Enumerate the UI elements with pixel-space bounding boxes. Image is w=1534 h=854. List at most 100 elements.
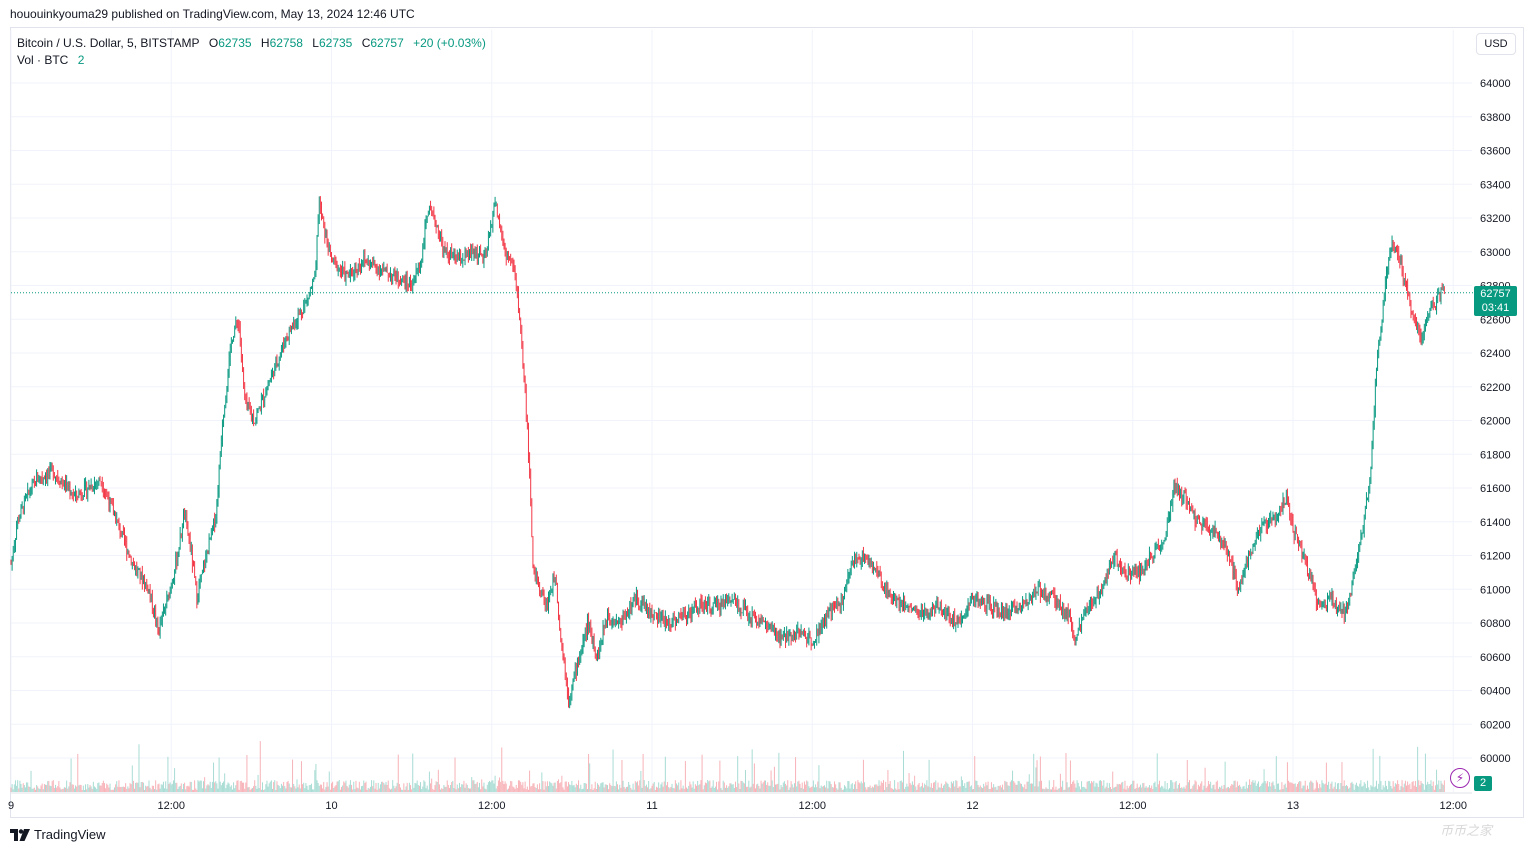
volume-bar: [556, 781, 558, 792]
volume-bar: [1262, 782, 1264, 792]
volume-bar: [795, 757, 797, 792]
volume-bar: [397, 754, 399, 792]
volume-bar: [322, 788, 324, 792]
volume-bar: [1236, 781, 1238, 792]
volume-bar: [235, 785, 237, 792]
volume-bar: [862, 759, 864, 792]
candles: [10, 196, 1445, 709]
volume-bar: [208, 785, 210, 792]
volume-bar: [1314, 788, 1316, 792]
volume-bar: [543, 789, 545, 792]
volume-bar: [975, 780, 977, 792]
volume-bar: [1217, 788, 1219, 792]
bolt-icon[interactable]: ⚡: [1450, 768, 1470, 788]
volume-bar: [408, 782, 410, 792]
volume-bar: [1350, 782, 1352, 792]
volume-bar: [1008, 785, 1010, 792]
high-value: 62758: [269, 36, 303, 50]
volume-bar: [401, 789, 403, 792]
volume-bar: [305, 783, 307, 792]
volume-bar: [1157, 784, 1159, 792]
volume-bar: [416, 780, 418, 792]
volume-bar: [171, 783, 173, 792]
volume-bar: [1163, 788, 1165, 792]
volume-bar: [1223, 784, 1225, 792]
volume-bar: [953, 781, 955, 792]
volume-bar: [1027, 781, 1029, 792]
volume-bar: [161, 784, 163, 792]
volume-bar: [1292, 783, 1294, 792]
volume-bar: [685, 787, 687, 792]
volume-bar: [1326, 784, 1328, 792]
volume-bar: [1215, 781, 1217, 792]
volume-bar: [430, 783, 432, 792]
volume-bar: [887, 770, 889, 792]
volume-bar: [425, 788, 427, 792]
volume-bar: [109, 783, 111, 792]
volume-bar: [1274, 788, 1276, 792]
volume-bar: [1126, 785, 1128, 792]
volume-bar: [1374, 786, 1376, 792]
volume-bar: [1181, 787, 1183, 792]
volume-bar: [681, 788, 683, 792]
volume-bar: [1266, 781, 1268, 792]
volume-bar: [1174, 782, 1176, 792]
volume-bar: [619, 784, 621, 792]
volume-bar: [33, 787, 35, 792]
volume-bar: [1186, 759, 1188, 792]
volume-bar: [1176, 788, 1178, 792]
volume-bar: [349, 780, 351, 792]
volume-bar: [1113, 787, 1115, 792]
volume-bar: [138, 744, 140, 792]
volume-bar: [1071, 784, 1073, 792]
volume-bar: [226, 784, 228, 792]
volume-bar: [1132, 780, 1134, 792]
volume-bar: [463, 780, 465, 792]
publish-info: hououinkyouma29 published on TradingView…: [10, 7, 415, 21]
volume-bar: [203, 781, 205, 792]
volume-bar: [182, 783, 184, 792]
volume-bar: [1127, 788, 1129, 792]
volume-bar: [837, 789, 839, 792]
volume-bar: [718, 781, 720, 792]
volume-bar: [12, 789, 14, 792]
volume-bar: [1428, 784, 1430, 792]
volume-bar: [1165, 789, 1167, 792]
volume-bar: [945, 781, 947, 792]
volume-bar: [1283, 784, 1285, 792]
volume-bar: [620, 787, 622, 792]
volume-bar: [139, 787, 141, 792]
volume-bar: [1024, 784, 1026, 792]
volume-bar: [1221, 785, 1223, 792]
volume-bar: [831, 786, 833, 792]
volume-label[interactable]: Vol · BTC: [17, 53, 69, 67]
volume-bar: [1354, 784, 1356, 792]
volume-bar: [796, 786, 798, 792]
volume-bar: [1039, 756, 1041, 792]
currency-button[interactable]: USD: [1476, 33, 1516, 55]
volume-bar: [388, 788, 390, 792]
volume-bar: [1150, 787, 1152, 792]
volume-bar: [195, 788, 197, 792]
volume-bar: [825, 787, 827, 792]
volume-bar: [1231, 784, 1233, 792]
symbol-label[interactable]: Bitcoin / U.S. Dollar, 5, BITSTAMP: [17, 36, 200, 50]
volume-bar: [1378, 783, 1380, 792]
volume-bar: [154, 789, 156, 792]
volume-bar: [421, 789, 423, 792]
volume-bar: [835, 784, 837, 792]
volume-bar: [44, 784, 46, 792]
time-tick-label: 9: [8, 800, 14, 812]
volume-bar: [1022, 786, 1024, 792]
volume-bar: [174, 768, 176, 792]
tradingview-logo[interactable]: TradingView: [10, 827, 106, 842]
volume-bar: [382, 781, 384, 792]
volume-bar: [16, 785, 18, 792]
volume-bar: [858, 782, 860, 792]
volume-bar: [294, 786, 296, 792]
volume-bar: [36, 785, 38, 792]
volume-bar: [1203, 785, 1205, 792]
volume-bar: [77, 753, 79, 792]
volume-value: 2: [77, 53, 85, 67]
